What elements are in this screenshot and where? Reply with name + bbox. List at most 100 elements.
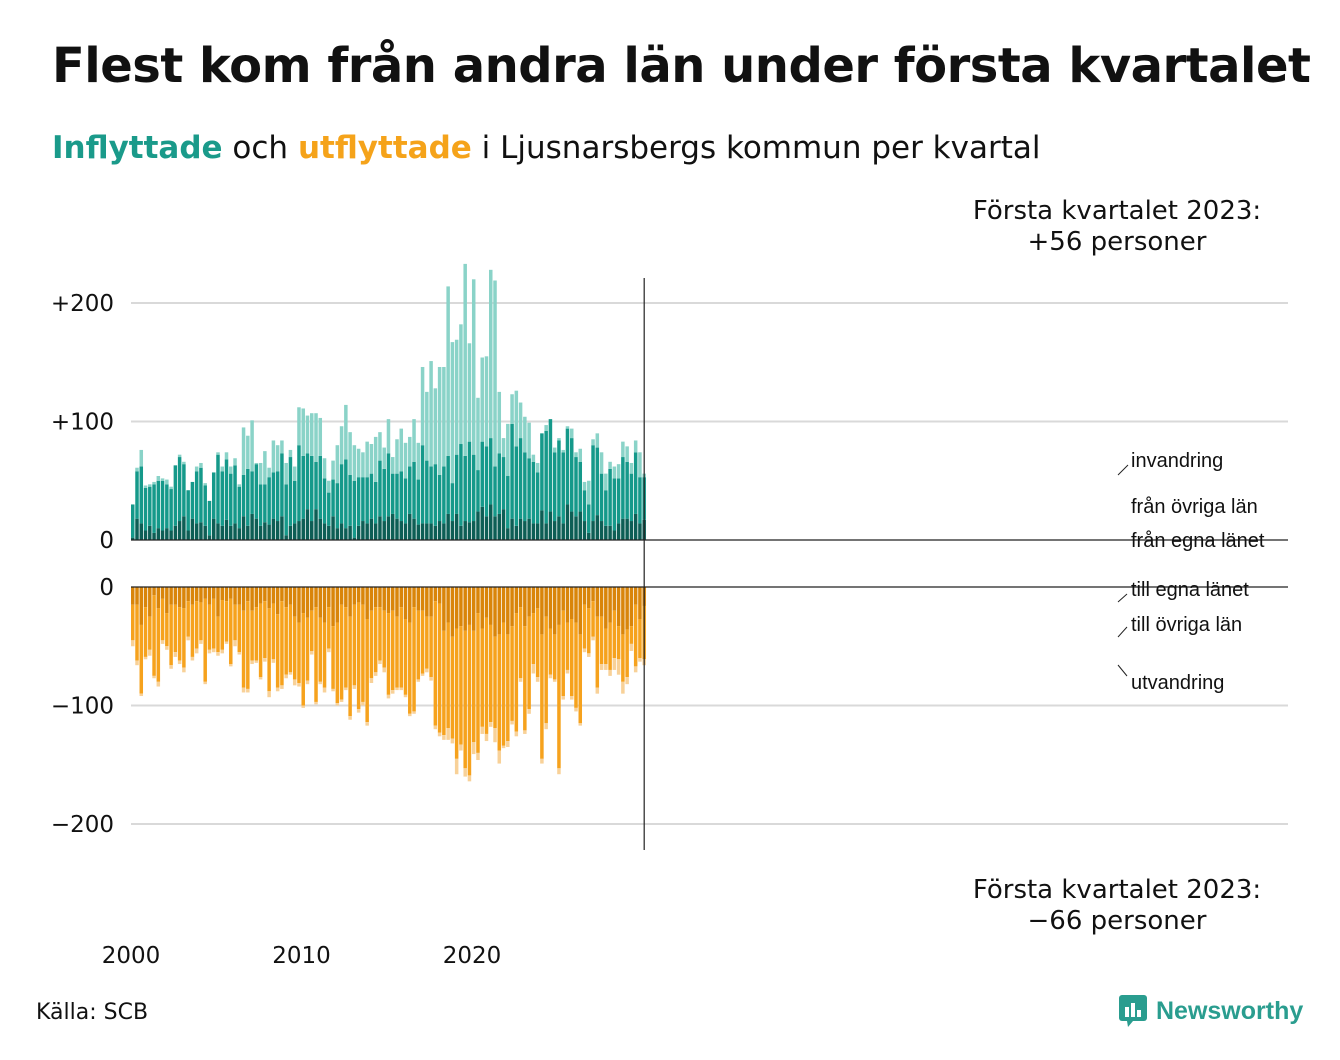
bar-in-s1-70 <box>429 466 433 524</box>
bar-out-s2-0 <box>131 640 135 647</box>
bar-out-s0-22 <box>224 587 229 602</box>
bar-out-s1-40 <box>301 613 305 706</box>
bar-out-s2-47 <box>331 688 335 692</box>
bar-out-s2-51 <box>348 716 352 720</box>
bar-out-s2-5 <box>152 675 156 679</box>
bar-out-s0-1 <box>135 587 139 605</box>
ytick-in-2: 0 <box>99 528 114 554</box>
bar-in-s2-45 <box>322 458 327 479</box>
bar-in-s2-116 <box>625 446 629 462</box>
bar-out-s0-48 <box>335 587 340 623</box>
bar-in-s2-23 <box>229 466 233 474</box>
bar-in-s0-76 <box>454 513 459 540</box>
bar-in-s0-113 <box>612 530 617 540</box>
bar-out-s2-61 <box>390 690 395 694</box>
bar-in-s1-62 <box>395 473 399 519</box>
bar-in-s1-107 <box>587 504 591 533</box>
bar-in-s0-73 <box>442 523 446 540</box>
bar-in-s1-108 <box>591 445 595 522</box>
bar-in-s0-28 <box>250 513 254 540</box>
leader-invandring <box>1117 464 1129 476</box>
bar-in-s2-65 <box>408 436 412 467</box>
bar-out-s1-19 <box>211 598 216 649</box>
bar-out-s1-33 <box>271 603 276 660</box>
chart-title: Flest kom från andra län under första kv… <box>52 38 1311 94</box>
bar-in-s1-54 <box>361 477 365 522</box>
bar-in-s2-113 <box>612 466 617 479</box>
bar-out-s2-109 <box>595 687 600 694</box>
bar-out-s2-4 <box>148 649 152 656</box>
bar-out-s0-98 <box>548 587 553 629</box>
bar-out-s2-55 <box>365 722 369 726</box>
bar-out-s0-28 <box>250 587 254 611</box>
bar-in-s0-98 <box>548 511 553 540</box>
bar-in-s2-111 <box>604 473 608 491</box>
bar-out-s2-62 <box>395 687 399 691</box>
bar-in-s2-32 <box>267 467 271 478</box>
bar-out-s2-101 <box>561 696 565 700</box>
bar-out-s2-112 <box>608 669 612 676</box>
bar-in-s0-86 <box>497 513 502 540</box>
bar-in-s2-106 <box>582 481 587 491</box>
subtitle-och: och <box>222 130 298 166</box>
bar-in-s2-119 <box>638 452 642 478</box>
bar-in-s1-105 <box>578 461 583 512</box>
bar-in-s2-101 <box>561 449 565 453</box>
bar-in-s2-72 <box>437 366 442 475</box>
bar-out-s1-104 <box>574 622 578 708</box>
bar-in-s0-104 <box>574 516 578 540</box>
bar-out-s2-67 <box>416 679 421 682</box>
bar-out-s0-19 <box>211 587 216 599</box>
bar-out-s2-78 <box>463 768 467 777</box>
bar-in-s2-94 <box>531 454 536 462</box>
bar-out-s1-0 <box>131 604 135 641</box>
bar-in-s0-80 <box>471 521 476 540</box>
bar-in-s0-32 <box>267 524 271 541</box>
bar-in-s2-9 <box>169 486 173 490</box>
bar-in-s2-53 <box>356 448 361 478</box>
bar-in-s0-34 <box>275 521 280 540</box>
bar-out-s1-93 <box>527 616 531 710</box>
bar-in-s2-71 <box>433 388 438 465</box>
bar-in-s1-69 <box>425 460 429 524</box>
bar-out-s1-65 <box>408 622 412 714</box>
bar-in-s1-82 <box>480 441 484 507</box>
bar-out-s0-115 <box>621 587 625 635</box>
bar-out-s1-20 <box>216 616 220 653</box>
bar-out-s0-111 <box>604 587 608 629</box>
bar-out-s2-114 <box>616 659 621 675</box>
bar-out-s1-63 <box>399 607 404 688</box>
bar-out-s1-46 <box>327 607 331 649</box>
bar-in-s2-36 <box>284 462 288 485</box>
bar-out-s0-93 <box>527 587 531 617</box>
bar-in-s0-102 <box>565 504 570 540</box>
bar-in-s0-35 <box>280 516 284 540</box>
bar-in-s2-112 <box>608 461 612 469</box>
bar-out-s0-41 <box>305 587 310 618</box>
bar-in-s1-64 <box>403 478 408 524</box>
bar-out-s1-6 <box>156 608 161 682</box>
bar-in-s2-51 <box>348 432 352 475</box>
bar-in-s0-56 <box>369 518 374 540</box>
bar-in-s0-68 <box>420 523 425 540</box>
bar-out-s2-30 <box>258 677 263 680</box>
bar-out-s0-107 <box>587 587 591 609</box>
bar-in-s2-52 <box>352 445 357 481</box>
bar-in-s2-25 <box>237 484 242 487</box>
bar-in-s0-9 <box>169 530 173 540</box>
bar-in-s1-53 <box>356 477 361 526</box>
bar-in-s0-12 <box>182 516 186 540</box>
bar-out-s2-49 <box>339 699 344 702</box>
bar-in-s0-99 <box>552 521 557 540</box>
bar-out-s2-75 <box>450 738 455 744</box>
bar-in-s0-61 <box>390 513 395 540</box>
bar-in-s0-40 <box>301 518 305 540</box>
bar-in-s1-59 <box>382 468 386 522</box>
bar-out-s1-106 <box>582 604 587 649</box>
ytick-out-2: −200 <box>51 812 114 838</box>
bar-in-s0-11 <box>177 521 182 540</box>
bar-in-s2-79 <box>467 343 472 442</box>
bar-out-s1-11 <box>177 607 182 661</box>
bar-in-s0-103 <box>569 511 574 540</box>
